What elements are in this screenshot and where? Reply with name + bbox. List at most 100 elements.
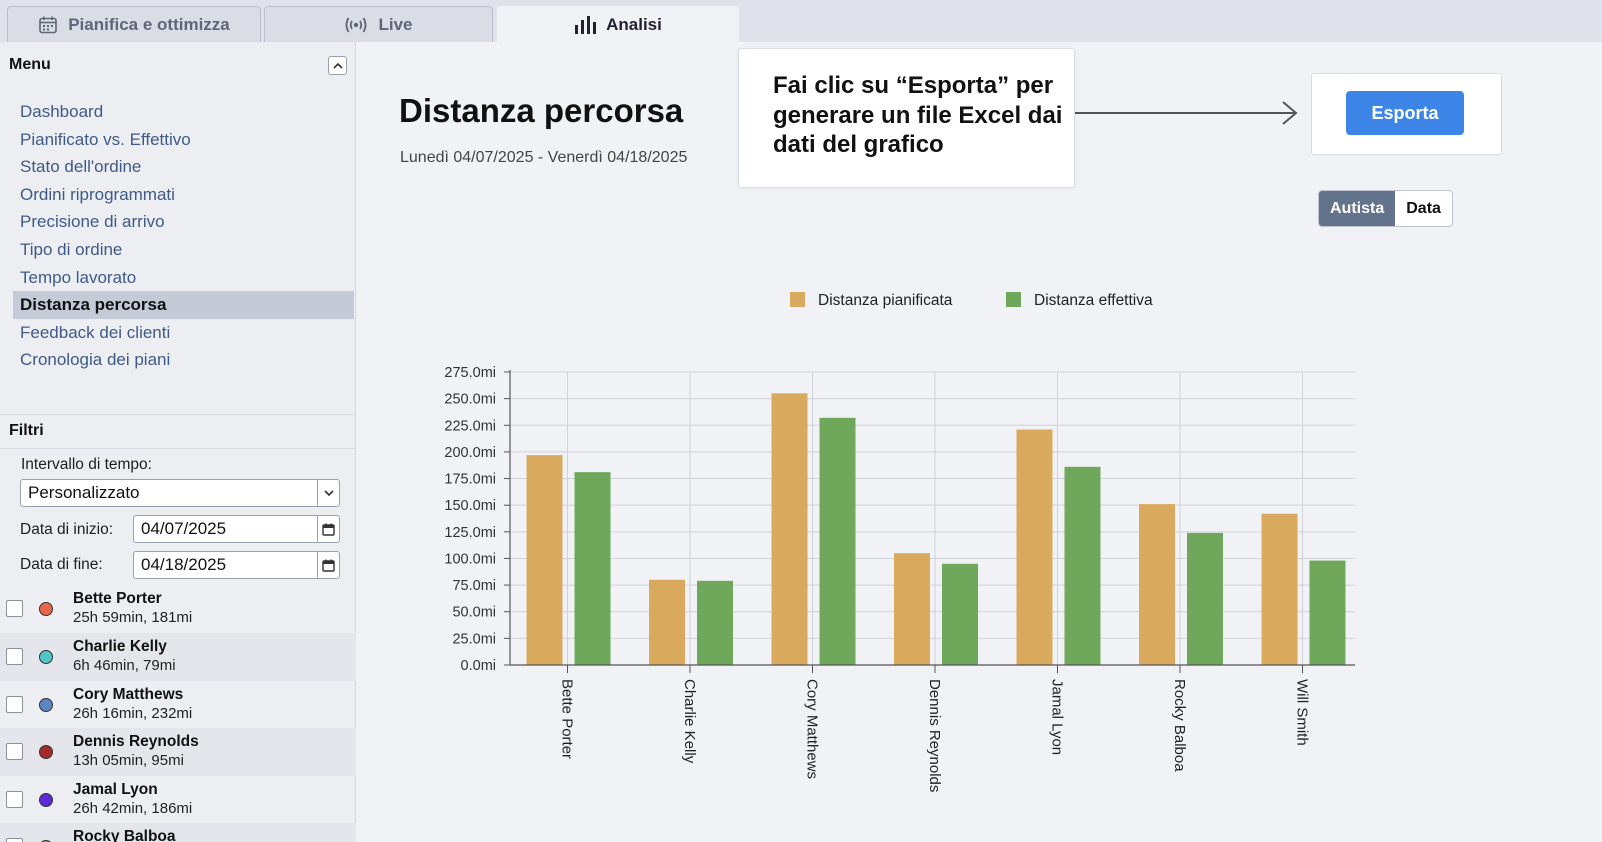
driver-name: Jamal Lyon: [73, 781, 158, 798]
time-range-label: Intervallo di tempo:: [21, 456, 152, 473]
bar: [1139, 504, 1175, 665]
tab-label: Pianifica e ottimizza: [68, 14, 230, 34]
driver-name: Rocky Balboa: [73, 828, 176, 842]
toggle-driver-button[interactable]: Autista: [1319, 191, 1396, 226]
export-callout: Fai clic su “Esporta” per generare un fi…: [738, 48, 1075, 188]
driver-row[interactable]: Charlie Kelly 6h 46min, 79mi: [0, 633, 356, 681]
y-tick-label: 125.0mi: [444, 525, 496, 541]
driver-row[interactable]: Bette Porter 25h 59min, 181mi: [0, 585, 356, 633]
driver-info: 26h 16min, 232mi: [73, 705, 193, 722]
driver-color-dot: [39, 650, 53, 664]
start-date-field[interactable]: 04/07/2025: [133, 515, 340, 543]
menu-item-dashboard[interactable]: Dashboard: [20, 102, 104, 121]
broadcast-icon: [344, 16, 368, 34]
driver-row[interactable]: Jamal Lyon 26h 42min, 186mi: [0, 776, 356, 824]
calendar-icon: [38, 15, 58, 35]
driver-row[interactable]: Dennis Reynolds 13h 05min, 95mi: [0, 728, 356, 776]
driver-row[interactable]: Rocky Balboa: [0, 823, 356, 842]
bar-chart-icon: [574, 15, 597, 35]
page-title: Distanza percorsa: [399, 92, 684, 129]
end-date-label: Data di fine:: [20, 556, 103, 573]
bar: [574, 472, 611, 665]
bar: [697, 580, 733, 665]
tab-label: Live: [378, 14, 413, 34]
menu-item-order-status[interactable]: Stato dell'ordine: [20, 157, 142, 177]
tab-plan-optimize[interactable]: Pianifica e ottimizza: [7, 6, 261, 42]
legend-label: Distanza pianificata: [818, 292, 953, 309]
date-range-subtitle: Lunedì 04/07/2025 - Venerdì 04/18/2025: [400, 149, 688, 166]
callout-text: Fai clic su “Esporta” per generare un fi…: [773, 72, 1063, 158]
x-tick-label: Bette Porter: [559, 679, 576, 759]
divider: [0, 414, 356, 415]
driver-name: Dennis Reynolds: [73, 733, 199, 750]
distance-bar-chart: Distanza pianificata Distanza effettiva 0.…: [444, 292, 1355, 792]
collapse-menu-button[interactable]: [328, 56, 347, 75]
menu-item-plan-history[interactable]: Cronologia dei piani: [20, 350, 171, 370]
driver-checkbox[interactable]: [6, 648, 23, 665]
driver-checkbox[interactable]: [6, 838, 23, 842]
driver-info: 25h 59min, 181mi: [73, 609, 193, 626]
end-date-field[interactable]: 04/18/2025: [133, 551, 340, 579]
driver-checkbox[interactable]: [6, 600, 23, 617]
calendar-icon[interactable]: [317, 552, 339, 578]
driver-info: 26h 42min, 186mi: [73, 800, 193, 817]
y-tick-label: 0.0mi: [461, 658, 496, 674]
driver-name: Charlie Kelly: [73, 638, 167, 655]
calendar-icon[interactable]: [317, 516, 339, 542]
start-date-value: 04/07/2025: [141, 519, 227, 538]
x-tick-label: Will Smith: [1294, 679, 1311, 746]
y-tick-label: 75.0mi: [452, 578, 496, 594]
legend-swatch: [790, 292, 805, 307]
x-tick-label: Dennis Reynolds: [926, 679, 943, 792]
bar: [1016, 429, 1053, 665]
y-tick-label: 100.0mi: [444, 551, 496, 567]
end-date-value: 04/18/2025: [141, 555, 227, 574]
menu-title: Menu: [9, 56, 51, 73]
driver-checkbox[interactable]: [6, 696, 23, 713]
menu-list: Dashboard Pianificato vs. Effettivo Stat…: [0, 98, 356, 374]
driver-info: 13h 05min, 95mi: [73, 752, 184, 769]
filters-title: Filtri: [9, 422, 44, 439]
menu-item-order-type[interactable]: Tipo di ordine: [20, 239, 123, 259]
tab-analytics[interactable]: Analisi: [497, 6, 739, 42]
bar: [819, 417, 856, 665]
driver-name: Cory Matthews: [73, 686, 184, 703]
x-tick-label: Charlie Kelly: [681, 679, 698, 764]
driver-info: 6h 46min, 79mi: [73, 657, 176, 674]
bar: [942, 563, 978, 665]
menu-item-rescheduled-orders[interactable]: Ordini riprogrammati: [20, 184, 175, 204]
legend-label: Distanza effettiva: [1034, 292, 1153, 309]
start-date-label: Data di inizio:: [20, 521, 114, 538]
menu-item-time-worked[interactable]: Tempo lavorato: [20, 267, 137, 287]
menu-item-customer-feedback[interactable]: Feedback dei clienti: [20, 322, 171, 342]
x-tick-label: Jamal Lyon: [1049, 679, 1066, 755]
y-tick-label: 225.0mi: [444, 418, 496, 434]
driver-row[interactable]: Cory Matthews 26h 16min, 232mi: [0, 681, 356, 729]
driver-checkbox[interactable]: [6, 791, 23, 808]
y-tick-label: 275.0mi: [444, 365, 496, 381]
legend-swatch: [1006, 292, 1021, 307]
y-tick-label: 175.0mi: [444, 472, 496, 488]
menu-item-arrival-accuracy[interactable]: Precisione di arrivo: [20, 212, 165, 232]
tab-label: Analisi: [606, 14, 662, 34]
export-button[interactable]: Esporta: [1346, 91, 1464, 135]
chevron-down-icon[interactable]: [317, 480, 339, 506]
driver-checkbox[interactable]: [6, 743, 23, 760]
driver-color-dot: [39, 698, 53, 712]
driver-color-dot: [39, 602, 53, 616]
time-range-select[interactable]: Personalizzato: [20, 479, 340, 507]
toggle-date-button[interactable]: Data: [1406, 199, 1441, 217]
y-tick-label: 250.0mi: [444, 392, 496, 408]
y-tick-label: 200.0mi: [444, 445, 496, 461]
time-range-value: Personalizzato: [28, 483, 140, 502]
driver-color-dot: [39, 745, 53, 759]
bar: [894, 553, 930, 665]
export-card: Esporta: [1311, 73, 1502, 155]
menu-item-distance-traveled[interactable]: Distanza percorsa: [13, 291, 354, 319]
menu-item-planned-vs-actual[interactable]: Pianificato vs. Effettivo: [20, 129, 191, 149]
tab-live[interactable]: Live: [264, 6, 493, 42]
sidebar: Menu Dashboard Pianificato vs. Effettivo…: [0, 42, 356, 842]
bar: [771, 393, 808, 665]
x-tick-label: Cory Matthews: [804, 679, 821, 779]
tab-bar: Pianifica e ottimizza Live Analisi: [0, 0, 1602, 42]
